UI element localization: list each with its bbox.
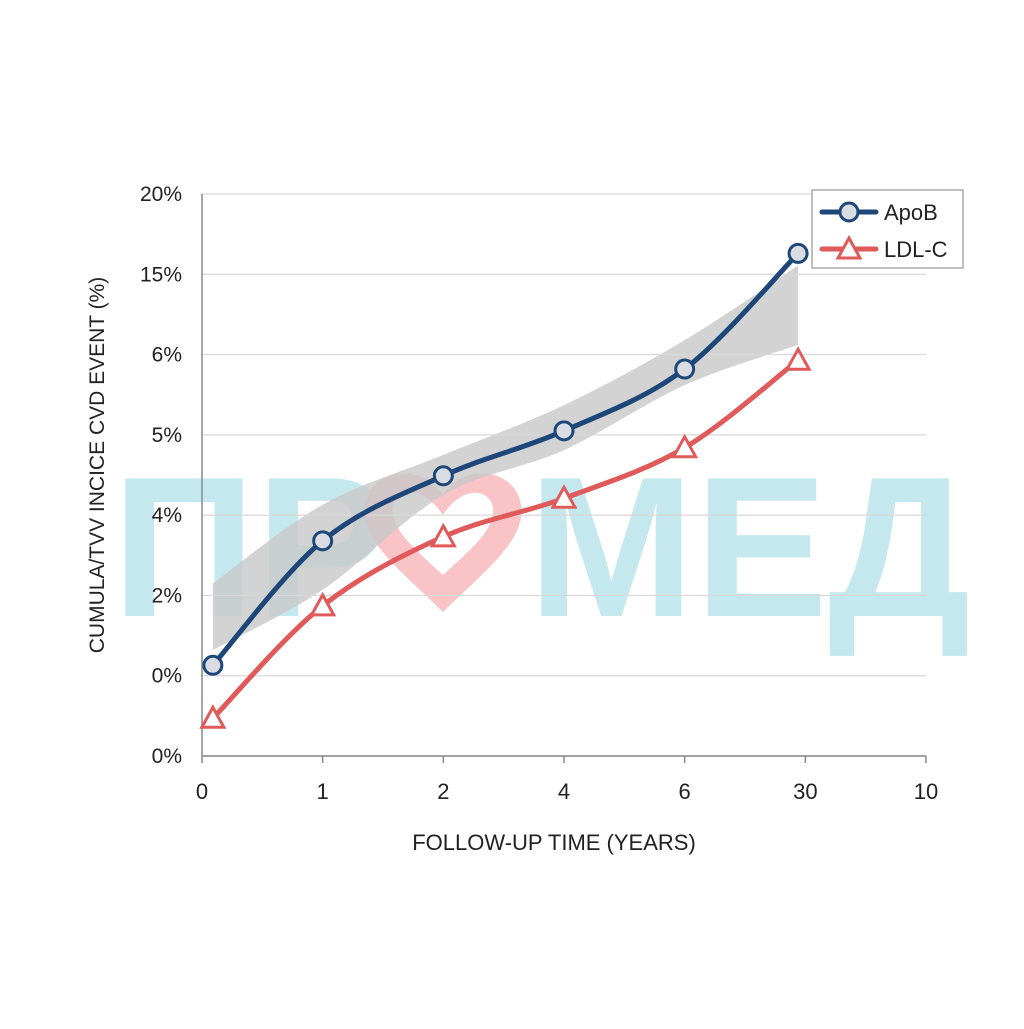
x-tick-label: 2 xyxy=(437,779,449,804)
y-tick-label: 0% xyxy=(152,665,182,688)
point xyxy=(312,530,334,552)
y-axis-label: CUMULA/TVV INCICE CVD EVENT (%) xyxy=(86,277,109,654)
legend-marker xyxy=(838,201,860,223)
point xyxy=(202,654,224,676)
y-tick-label: 15% xyxy=(140,263,182,286)
watermark-text: МЕД xyxy=(528,436,970,659)
point xyxy=(550,484,578,509)
x-tick-label: 30 xyxy=(793,779,817,804)
point xyxy=(671,433,699,459)
x-tick-label: 4 xyxy=(558,779,570,804)
point xyxy=(787,242,809,264)
point xyxy=(429,522,457,548)
point xyxy=(309,591,337,617)
x-tick-label: 10 xyxy=(914,779,938,804)
legend-label: LDL-C xyxy=(884,237,948,262)
line xyxy=(210,357,801,721)
y-tick-label: 4% xyxy=(152,504,182,527)
y-tick-label: 20% xyxy=(140,183,182,206)
y-tick-label: 0% xyxy=(152,745,182,768)
x-tick-label: 1 xyxy=(317,779,329,804)
point xyxy=(432,465,454,487)
y-tick-label: 2% xyxy=(152,584,182,607)
x-axis-label: FOLLOW-UP TIME (YEARS) xyxy=(412,830,696,855)
point xyxy=(674,358,696,380)
legend-label: ApoB xyxy=(884,200,938,225)
x-tick-label: 6 xyxy=(679,779,691,804)
point xyxy=(553,420,575,442)
legend-marker xyxy=(835,234,863,260)
line xyxy=(210,250,801,668)
y-tick-label: 5% xyxy=(152,424,182,447)
y-tick-label: 6% xyxy=(152,344,182,367)
x-tick-label: 0 xyxy=(196,779,208,804)
confidence-band xyxy=(212,265,799,651)
point xyxy=(199,704,227,729)
legend-box xyxy=(811,189,964,269)
point xyxy=(784,346,812,371)
